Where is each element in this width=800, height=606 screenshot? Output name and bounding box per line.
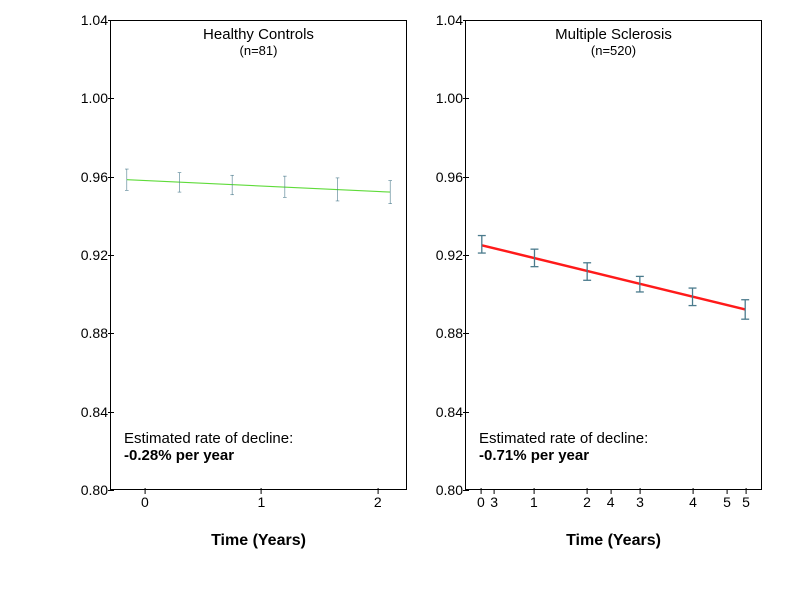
y-tick: 0.92	[425, 247, 463, 263]
y-tick: 0.84	[425, 404, 463, 420]
x-tick: 2	[374, 494, 382, 510]
y-tick: 0.96	[425, 169, 463, 185]
y-tick: 1.00	[425, 90, 463, 106]
x-tick: 5	[742, 494, 750, 510]
plot-area	[110, 20, 407, 490]
y-tick: 0.84	[70, 404, 108, 420]
x-tick: 4	[689, 494, 697, 510]
y-tick: 0.88	[425, 325, 463, 341]
panels-row: Healthy Controls(n=81)Estimated rate of …	[70, 20, 780, 560]
y-tick: 1.04	[70, 12, 108, 28]
y-tick: 0.80	[70, 482, 108, 498]
plot-svg	[111, 21, 406, 489]
regression-line	[127, 180, 390, 192]
y-tick: 0.92	[70, 247, 108, 263]
y-tick: 1.04	[425, 12, 463, 28]
y-tick: 0.88	[70, 325, 108, 341]
plot-area	[465, 20, 762, 490]
x-tick: 0	[141, 494, 149, 510]
x-tick: 0	[477, 494, 485, 510]
y-tick: 0.80	[425, 482, 463, 498]
x-tick: 1	[257, 494, 265, 510]
x-tick: 1	[530, 494, 538, 510]
plot-svg	[466, 21, 761, 489]
y-tick: 0.96	[70, 169, 108, 185]
figure-container: Normalized Thalamic Volume (%) Healthy C…	[0, 0, 800, 606]
y-tick: 1.00	[70, 90, 108, 106]
x-axis-label: Time (Years)	[110, 532, 407, 550]
x-tick: 2	[583, 494, 591, 510]
errorbar	[478, 236, 486, 254]
x-tick: 3	[636, 494, 644, 510]
panel-0: Healthy Controls(n=81)Estimated rate of …	[70, 20, 413, 560]
regression-line	[482, 245, 745, 309]
panel-1: Multiple Sclerosis(n=520)Estimated rate …	[425, 20, 768, 560]
x-axis-label: Time (Years)	[465, 532, 762, 550]
